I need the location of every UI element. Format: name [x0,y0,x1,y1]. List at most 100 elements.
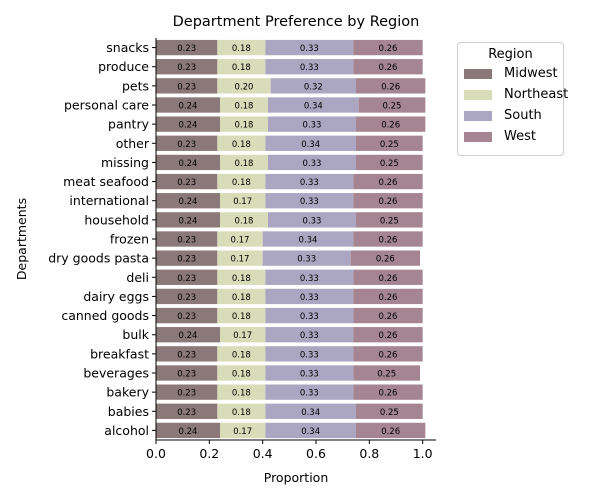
bar-midwest-pantry [156,116,220,132]
legend-label-west: West [504,129,536,144]
bar-northeast-pets [217,78,271,94]
bar-midwest-produce [156,59,218,75]
y-tick-label-bakery: bakery [106,385,149,400]
bar-midwest-bakery [156,384,218,400]
bar-west-bakery [353,384,423,400]
bar-west-pets [356,78,426,94]
data-label-west-meat-seafood: 0.26 [379,178,398,188]
data-label-northeast-other: 0.18 [232,140,251,150]
bar-northeast-dry-goods-pasta [217,250,263,266]
legend-swatch-west [464,132,492,142]
data-label-northeast-beverages: 0.18 [232,370,251,380]
bar-midwest-deli [156,269,218,285]
data-label-northeast-pets: 0.20 [235,82,254,92]
bar-midwest-beverages [156,365,218,381]
data-label-northeast-meat-seafood: 0.18 [232,178,251,188]
data-label-northeast-bakery: 0.18 [232,389,251,399]
bar-west-babies [356,403,423,419]
data-label-south-dairy-eggs: 0.33 [300,293,319,303]
y-tick-label-snacks: snacks [106,40,149,55]
data-label-midwest-frozen: 0.23 [177,236,196,246]
legend-swatch-northeast [464,90,492,100]
data-label-northeast-international: 0.17 [233,197,252,207]
bar-midwest-missing [156,154,220,171]
data-label-south-meat-seafood: 0.33 [300,178,319,188]
legend: Region Midwest Northeast South West [457,42,568,156]
y-tick-label-household: household [84,212,149,227]
y-tick-label-deli: deli [126,270,149,285]
data-label-northeast-deli: 0.18 [232,274,251,284]
bar-south-dry-goods-pasta [262,250,351,266]
data-label-west-breakfast: 0.26 [379,350,398,360]
data-label-midwest-canned-goods: 0.23 [177,312,196,322]
bar-west-dry-goods-pasta [350,250,420,266]
bar-midwest-pets [156,78,218,94]
legend-label-south: South [504,108,542,123]
data-label-west-household: 0.25 [380,216,399,226]
bar-south-pets [270,78,356,94]
data-label-south-bulk: 0.33 [300,331,319,341]
bar-midwest-canned-goods [156,307,218,324]
data-label-west-snacks: 0.26 [379,44,398,54]
bar-south-produce [265,59,354,75]
data-label-northeast-babies: 0.18 [232,408,251,418]
data-label-west-other: 0.25 [380,140,399,150]
bar-midwest-frozen [156,231,218,247]
data-label-midwest-bakery: 0.23 [177,389,196,399]
bar-northeast-snacks [217,39,266,56]
data-label-south-snacks: 0.33 [300,44,319,54]
bar-south-household [268,212,356,228]
bar-west-breakfast [353,346,423,362]
bar-northeast-babies [217,403,266,419]
bar-south-personal-care [268,97,359,113]
bar-west-snacks [353,39,423,56]
data-label-northeast-pantry: 0.18 [235,121,254,131]
data-label-midwest-dairy-eggs: 0.23 [177,293,196,303]
bar-west-deli [353,269,423,285]
data-label-west-dry-goods-pasta: 0.26 [376,255,395,265]
data-label-northeast-bulk: 0.17 [233,331,252,341]
data-label-south-produce: 0.33 [300,63,319,73]
y-tick-label-frozen: frozen [110,232,149,247]
data-label-west-alcohol: 0.26 [381,427,400,437]
data-label-south-babies: 0.34 [301,408,320,418]
data-label-midwest-alcohol: 0.24 [179,427,198,437]
x-tick-label-0-0: 0.0 [146,446,166,461]
data-label-midwest-pantry: 0.24 [179,121,198,131]
x-tick-label-0-4: 0.4 [253,446,273,461]
data-label-west-canned-goods: 0.26 [379,312,398,322]
bar-northeast-international [220,193,266,209]
bar-northeast-personal-care [220,97,268,113]
data-label-south-pantry: 0.33 [303,121,322,131]
bar-south-other [265,135,356,151]
data-label-south-international: 0.33 [300,197,319,207]
bar-northeast-beverages [217,365,266,381]
bar-west-bulk [353,327,423,343]
bar-west-missing [356,154,423,171]
bar-northeast-produce [217,59,266,75]
y-tick-label-canned-goods: canned goods [61,308,149,323]
data-label-midwest-beverages: 0.23 [177,370,196,380]
bar-west-beverages [353,365,420,381]
y-tick-label-other: other [116,136,150,151]
data-label-midwest-babies: 0.23 [177,408,196,418]
data-label-northeast-dry-goods-pasta: 0.17 [231,255,250,265]
data-label-west-bakery: 0.26 [379,389,398,399]
bar-west-produce [353,59,423,75]
bar-south-breakfast [265,346,354,362]
data-label-south-other: 0.34 [301,140,320,150]
data-label-midwest-produce: 0.23 [177,63,196,73]
y-tick-label-breakfast: breakfast [90,346,149,361]
y-tick-label-personal-care: personal care [64,98,149,113]
data-label-northeast-household: 0.18 [235,216,254,226]
y-tick-label-produce: produce [98,59,149,74]
bar-south-bakery [265,384,354,400]
bar-northeast-dairy-eggs [217,288,266,305]
bar-northeast-bakery [217,384,266,400]
data-label-west-dairy-eggs: 0.26 [379,293,398,303]
bar-northeast-alcohol [220,422,266,439]
data-label-west-babies: 0.25 [380,408,399,418]
data-label-northeast-personal-care: 0.18 [235,102,254,112]
bar-south-frozen [262,231,354,247]
bar-midwest-babies [156,403,218,419]
